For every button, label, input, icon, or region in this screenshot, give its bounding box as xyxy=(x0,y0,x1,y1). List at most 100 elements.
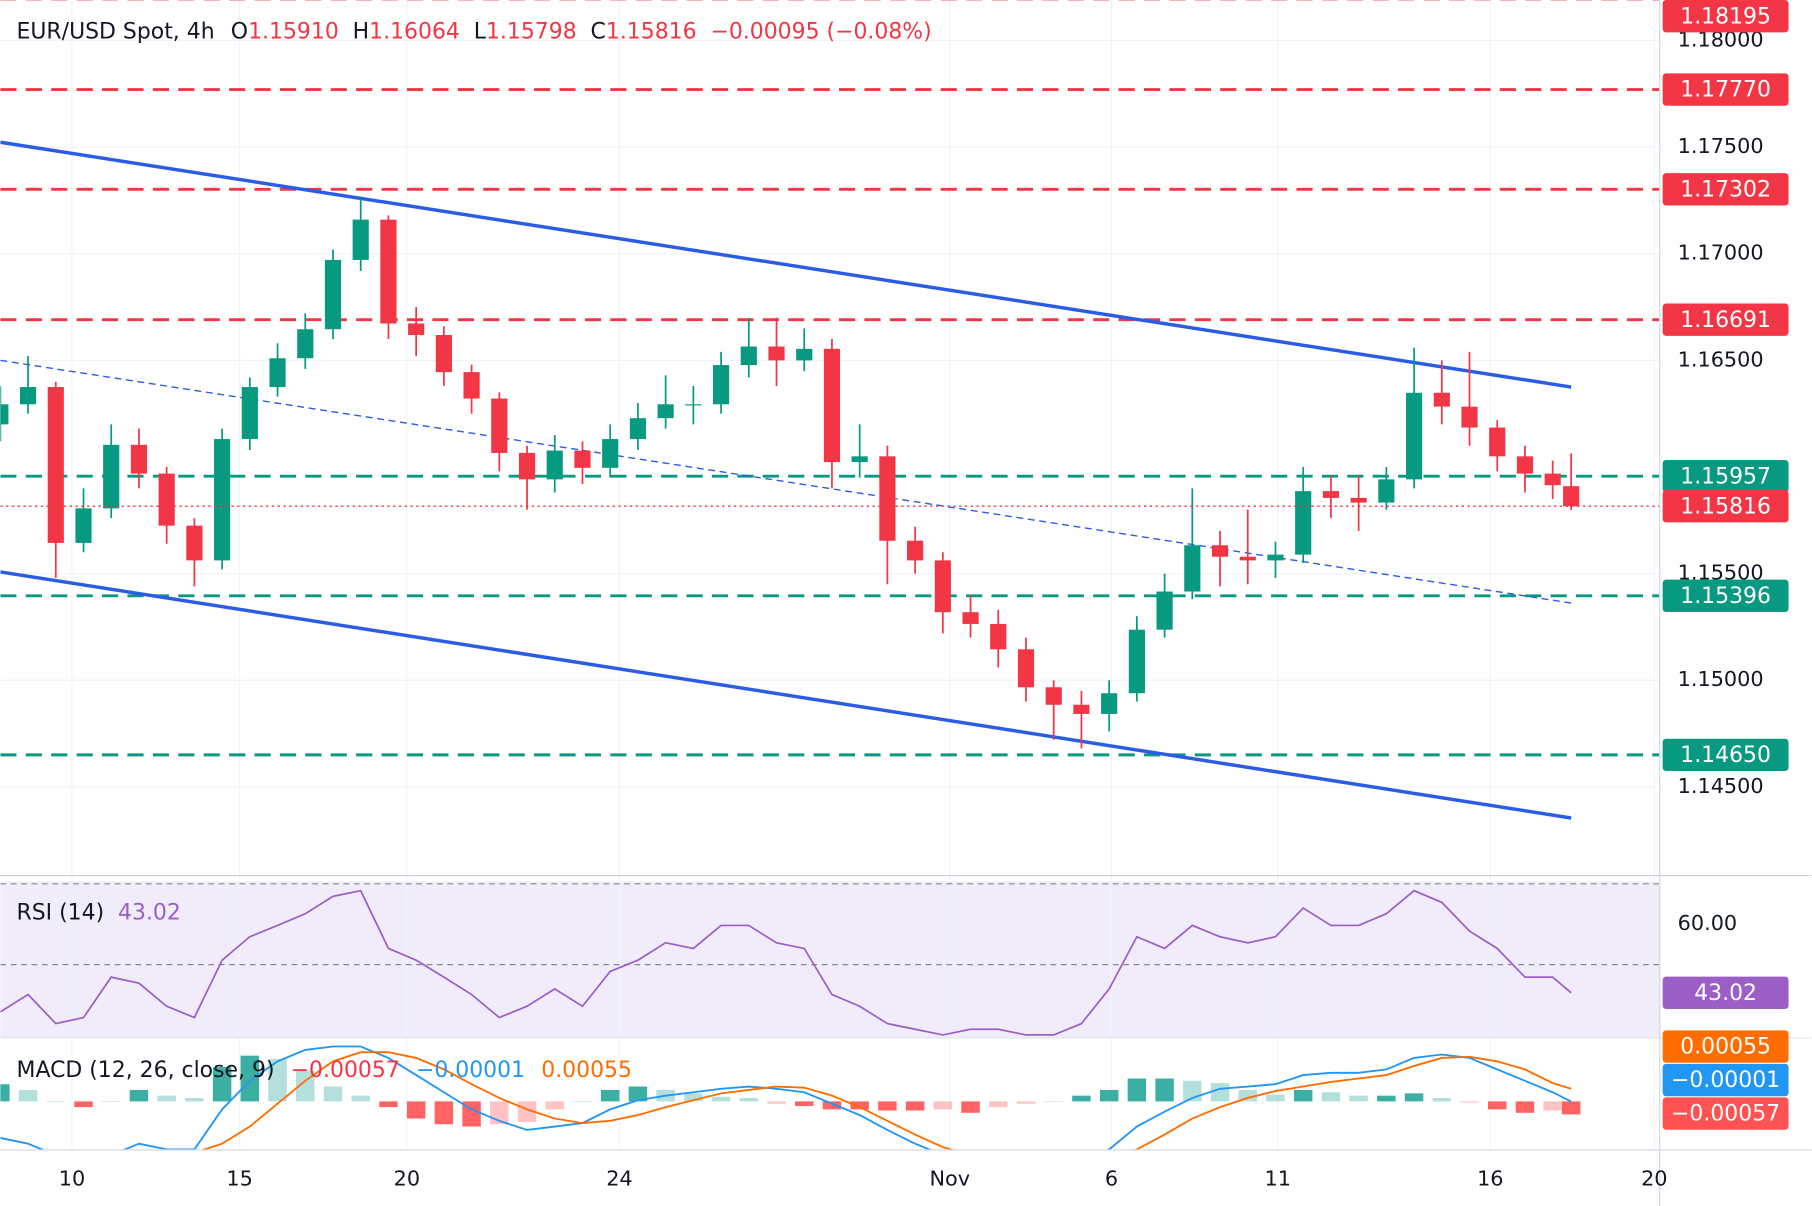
candle-body xyxy=(158,473,175,526)
y-tick-label: 1.16500 xyxy=(1678,347,1764,371)
candle-body xyxy=(1516,456,1534,474)
ohlc-key: H xyxy=(353,19,369,44)
macd-macd-label: −0.00001 xyxy=(1671,1068,1780,1093)
ohlc-value: 1.15910 xyxy=(248,19,339,44)
macd-histogram-bar xyxy=(1266,1094,1285,1102)
x-tick-label: 11 xyxy=(1265,1166,1291,1190)
rsi-value: 43.02 xyxy=(118,901,181,926)
trendline xyxy=(0,359,1572,604)
candle-body xyxy=(1101,693,1118,714)
macd-signal-value: 0.00055 xyxy=(541,1058,632,1083)
macd-macd-box xyxy=(1662,1063,1789,1097)
candle-body xyxy=(130,444,148,474)
rsi-line xyxy=(0,889,1572,1036)
macd-histogram-bar xyxy=(1561,1101,1581,1115)
candle-body xyxy=(103,444,120,509)
level-box xyxy=(1662,738,1789,772)
macd-value: −0.00001 xyxy=(416,1058,525,1083)
macd-histogram-bar xyxy=(573,1101,592,1102)
candle-body xyxy=(1017,649,1035,688)
candle-body xyxy=(657,404,674,419)
y-tick-label: 1.15000 xyxy=(1678,667,1764,691)
macd-histogram-bar xyxy=(1238,1089,1257,1102)
macd-histogram-bar xyxy=(1155,1078,1174,1102)
trendline xyxy=(0,570,1572,820)
candle-body xyxy=(463,372,480,399)
macd-histogram-label: −0.00057 xyxy=(1671,1102,1780,1127)
rsi-title: RSI (14) xyxy=(17,901,105,926)
candle-body xyxy=(19,387,37,405)
candle-body xyxy=(186,525,203,561)
rsi-tick-label: 60.00 xyxy=(1678,911,1738,935)
candle-body xyxy=(574,450,591,468)
candle-body xyxy=(685,404,702,406)
macd-histogram-bar xyxy=(74,1101,93,1108)
rsi-value-label: 43.02 xyxy=(1694,981,1757,1006)
candle-body xyxy=(1295,491,1312,555)
candle-body xyxy=(1184,545,1201,592)
candle-body xyxy=(1405,392,1423,480)
level-label: 1.17302 xyxy=(1680,178,1771,203)
macd-panel xyxy=(0,1045,1581,1150)
candle-body xyxy=(1128,629,1145,694)
level-label: 1.14650 xyxy=(1680,743,1771,768)
candle-body xyxy=(1433,392,1450,407)
ohlc-key: C xyxy=(591,19,606,44)
macd-histogram-bar xyxy=(1349,1095,1368,1102)
x-tick-label: 20 xyxy=(1641,1166,1667,1190)
ohlc-value: 1.15798 xyxy=(486,19,577,44)
macd-histogram-bar xyxy=(1487,1101,1507,1110)
candle-body xyxy=(907,540,924,561)
macd-histogram-bar xyxy=(1432,1097,1452,1102)
candle-body xyxy=(269,358,286,388)
macd-header: MACD (12, 26, close, 9) −0.00057 −0.00001 0… xyxy=(17,1058,632,1083)
macd-histogram-bar xyxy=(1293,1089,1313,1102)
macd-signal-label: 0.00055 xyxy=(1680,1035,1771,1060)
candle-body xyxy=(241,387,258,440)
macd-histogram-bar xyxy=(1210,1083,1230,1102)
candle-body xyxy=(435,335,452,373)
macd-histogram-box xyxy=(1662,1097,1789,1130)
macd-signal-box xyxy=(1662,1030,1789,1063)
macd-histogram-bar xyxy=(379,1101,398,1108)
macd-histogram-bar xyxy=(711,1096,731,1102)
rsi-panel xyxy=(0,883,1660,1036)
candle-body xyxy=(518,452,536,480)
macd-histogram-bar xyxy=(268,1059,287,1102)
candle-body xyxy=(962,612,979,624)
macd-histogram-bar xyxy=(406,1101,426,1119)
macd-histogram-bar xyxy=(628,1086,648,1102)
candle-body xyxy=(1350,497,1367,503)
macd-histogram-bar xyxy=(850,1101,869,1110)
macd-histogram-bar xyxy=(323,1086,343,1102)
macd-histogram-bar xyxy=(1044,1101,1063,1102)
price-panel xyxy=(0,0,1660,820)
macd-histogram-bar xyxy=(739,1097,759,1102)
macd-histogram-bar xyxy=(240,1055,260,1102)
level-box xyxy=(1662,303,1789,336)
rsi-header: RSI (14) 43.02 xyxy=(17,901,181,926)
macd-histogram-bar xyxy=(961,1101,980,1113)
candle-body xyxy=(75,508,92,543)
macd-histogram-bar xyxy=(1321,1092,1341,1102)
candle-body xyxy=(1489,427,1506,457)
last-price-box xyxy=(1662,490,1789,523)
ohlc-key: O xyxy=(231,19,248,44)
x-tick-label: Nov xyxy=(929,1166,970,1190)
macd-histogram-bar xyxy=(18,1089,38,1102)
macd-histogram-bar xyxy=(212,1067,232,1102)
x-tick-label: 6 xyxy=(1105,1166,1118,1190)
y-tick-label: 1.18000 xyxy=(1678,28,1764,52)
macd-histogram-bar xyxy=(46,1101,66,1102)
candle-body xyxy=(1045,687,1062,705)
candle-body xyxy=(1378,479,1395,503)
macd-histogram-bar xyxy=(905,1101,925,1111)
candle-body xyxy=(214,439,231,561)
macd-histogram-bar xyxy=(545,1101,564,1110)
candle-body xyxy=(491,398,508,453)
x-tick-label: 24 xyxy=(606,1166,632,1190)
candle-body xyxy=(934,560,951,613)
macd-histogram-bar xyxy=(0,1084,10,1102)
